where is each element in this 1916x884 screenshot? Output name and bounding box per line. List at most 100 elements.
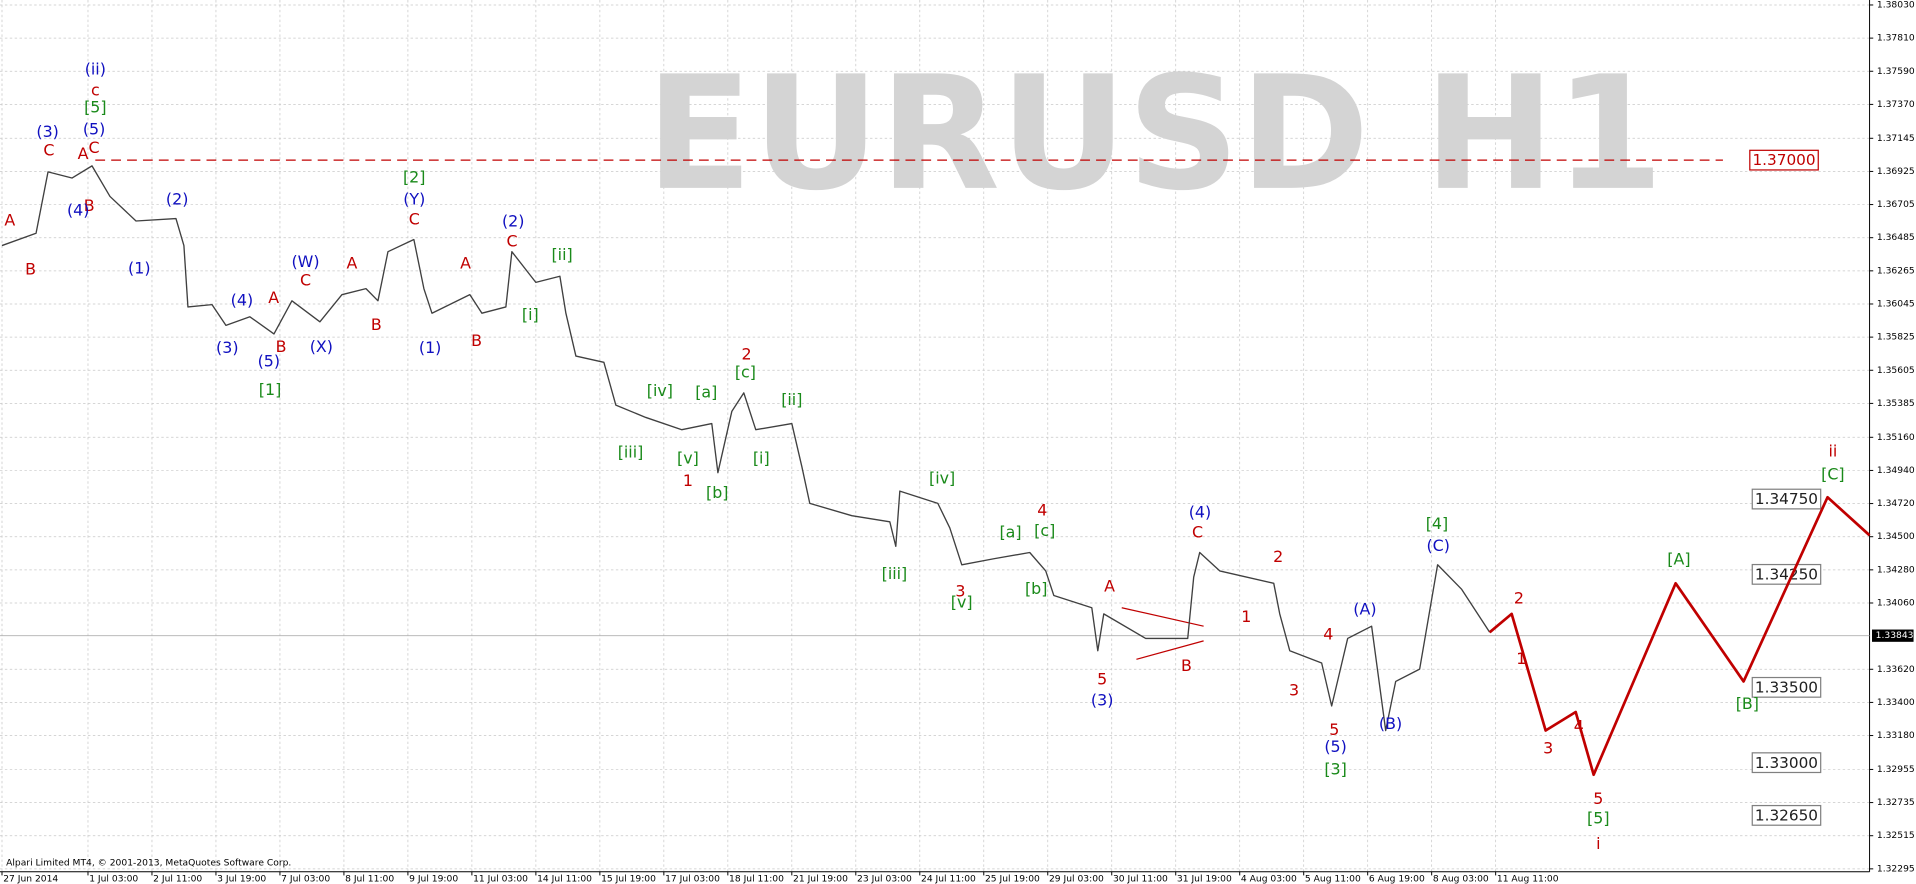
y-tick-label: 1.34060	[1877, 597, 1915, 608]
x-tick-label: 6 Aug 19:00	[1369, 874, 1425, 884]
wave-label: B	[84, 196, 95, 215]
x-tick-label: 2 Jul 11:00	[153, 874, 202, 884]
y-tick-label: 1.34940	[1877, 465, 1915, 476]
y-tick-label: 1.32735	[1877, 797, 1915, 808]
y-tick-label: 1.33180	[1877, 730, 1915, 741]
wave-label: i	[1596, 834, 1600, 853]
y-tick-label: 1.32955	[1877, 764, 1915, 775]
level-label: 1.33500	[1755, 678, 1818, 696]
y-tick-label: 1.37145	[1877, 133, 1915, 144]
wave-label: (C)	[1426, 536, 1449, 555]
wave-label: C	[89, 138, 100, 157]
wave-label: ii	[1828, 441, 1837, 460]
wave-label: 4	[1323, 624, 1333, 643]
wave-label: (5)	[1324, 737, 1346, 756]
level-box	[1751, 752, 1822, 774]
level-box	[1751, 488, 1822, 510]
x-tick-label: 18 Jul 11:00	[729, 874, 784, 884]
x-tick-label: 5 Aug 11:00	[1305, 874, 1361, 884]
wave-label: 4	[1037, 500, 1047, 519]
wave-label: [b]	[706, 483, 728, 502]
wave-label: A	[1104, 576, 1115, 595]
wave-label: (2)	[166, 190, 188, 209]
wave-label: 2	[1273, 547, 1283, 566]
wave-label: 1	[683, 471, 693, 490]
wave-label: [ii]	[781, 390, 802, 409]
wave-label: C	[43, 140, 54, 159]
wave-label: A	[460, 253, 471, 272]
wave-label: A	[346, 253, 357, 272]
wave-label: (3)	[1091, 691, 1113, 710]
wave-label: [a]	[695, 382, 717, 401]
y-tick-label: 1.35605	[1877, 365, 1915, 376]
wave-label: (A)	[1353, 600, 1376, 619]
wave-label: (ii)	[85, 59, 106, 78]
y-tick-label: 1.32295	[1877, 863, 1915, 874]
wave-label: [a]	[999, 522, 1021, 541]
wave-label: [1]	[259, 380, 281, 399]
y-tick-label: 1.38030	[1877, 0, 1915, 10]
x-tick-label: 9 Jul 19:00	[409, 874, 458, 884]
wave-label: [iv]	[647, 381, 673, 400]
wave-label: [b]	[1025, 579, 1047, 598]
y-tick-label: 1.36265	[1877, 265, 1915, 276]
wave-label: (1)	[128, 258, 150, 277]
wave-label: 1	[1516, 649, 1526, 668]
y-tick-label: 1.37810	[1877, 33, 1915, 44]
wave-label: C	[506, 231, 517, 250]
y-tick-label: 1.36045	[1877, 298, 1915, 309]
level-box	[1751, 804, 1822, 826]
x-tick-label: 23 Jul 03:00	[857, 874, 912, 884]
wave-label: 2	[1514, 589, 1524, 608]
triangle-line	[1136, 640, 1204, 660]
wave-label: [iii]	[618, 443, 644, 462]
watermark: EURUSD H1	[646, 42, 1664, 225]
copyright: Alpari Limited MT4, © 2001-2013, MetaQuo…	[6, 858, 291, 869]
y-tick-label: 1.33400	[1877, 697, 1915, 708]
projection-line	[1488, 495, 1871, 777]
level-label: 1.34750	[1755, 490, 1818, 508]
wave-label: (2)	[502, 212, 524, 231]
wave-label: A	[78, 144, 89, 163]
wave-label: (3)	[36, 122, 58, 141]
wave-label: 5	[1329, 720, 1339, 739]
wave-label: [A]	[1667, 549, 1690, 568]
wave-label: A	[268, 288, 279, 307]
x-tick-label: 11 Aug 11:00	[1497, 874, 1559, 884]
wave-label: (3)	[216, 338, 238, 357]
wave-label: [5]	[84, 98, 106, 117]
level-label: 1.34250	[1755, 565, 1818, 583]
x-tick-label: 14 Jul 11:00	[537, 874, 592, 884]
wave-label: 5	[1593, 789, 1603, 808]
wave-label: [3]	[1324, 759, 1346, 778]
wave-label: [2]	[403, 168, 425, 187]
x-tick-label: 31 Jul 19:00	[1177, 874, 1232, 884]
wave-label: [c]	[1034, 521, 1055, 540]
y-tick-label: 1.36705	[1877, 199, 1915, 210]
level-box	[1749, 149, 1819, 171]
y-tick-label: 1.32515	[1877, 830, 1915, 841]
wave-label: B	[1181, 656, 1192, 675]
x-tick-label: 17 Jul 03:00	[665, 874, 720, 884]
x-tick-label: 25 Jul 19:00	[985, 874, 1040, 884]
wave-label: c	[91, 80, 100, 99]
wave-label: (1)	[419, 338, 441, 357]
level-box	[1751, 676, 1822, 698]
wave-label: [ii]	[551, 245, 572, 264]
wave-label: C	[1192, 522, 1203, 541]
wave-label: 1	[1241, 607, 1251, 626]
x-tick-label: 11 Jul 03:00	[473, 874, 528, 884]
wave-label: B	[25, 260, 36, 279]
wave-label: 3	[955, 581, 965, 600]
wave-label: [4]	[1426, 514, 1448, 533]
y-tick-label: 1.36485	[1877, 232, 1915, 243]
level-label: 1.37000	[1752, 151, 1815, 169]
wave-label: [iii]	[882, 564, 908, 583]
wave-label: [v]	[677, 449, 699, 468]
wave-label: B	[276, 337, 287, 356]
y-tick-label: 1.35825	[1877, 332, 1915, 343]
last-price-box	[1872, 629, 1914, 642]
wave-label: [iv]	[929, 468, 955, 487]
